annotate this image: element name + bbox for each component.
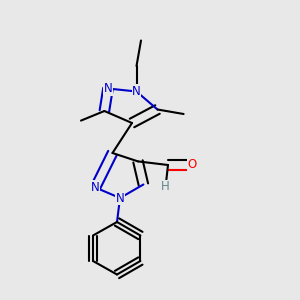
Text: N: N bbox=[91, 181, 100, 194]
Text: N: N bbox=[116, 191, 124, 205]
Text: H: H bbox=[161, 180, 170, 193]
Text: N: N bbox=[132, 85, 141, 98]
Text: N: N bbox=[103, 82, 112, 95]
Text: O: O bbox=[188, 158, 196, 172]
